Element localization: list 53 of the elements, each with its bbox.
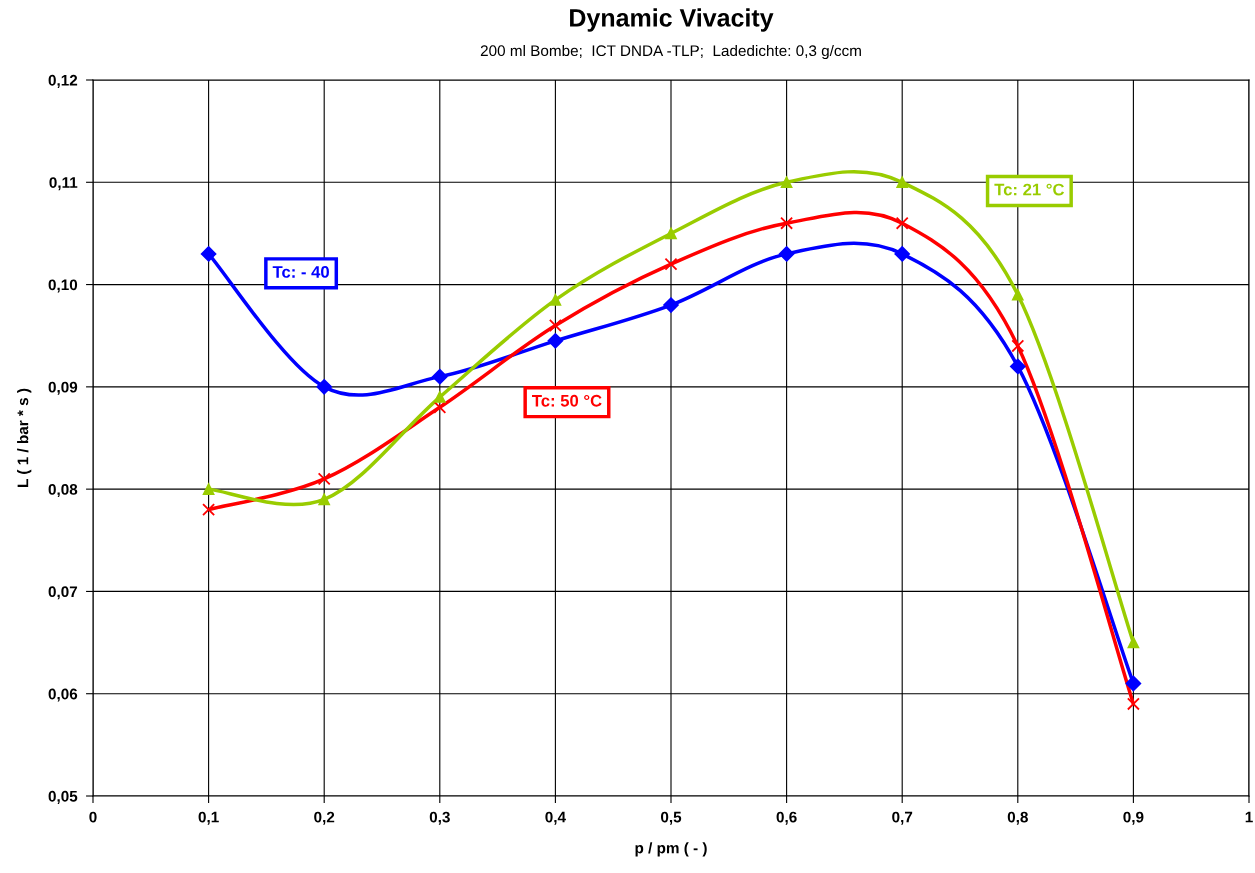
x-tick-label: 1: [1245, 811, 1253, 823]
point: [778, 246, 795, 262]
point: [433, 400, 447, 414]
point: [548, 319, 562, 332]
point: [895, 216, 909, 230]
point: [1010, 358, 1026, 375]
point: [318, 493, 330, 506]
x-tick-label: 0,2: [314, 811, 335, 825]
x-tick-label: 0,3: [429, 811, 450, 825]
text: Tc: - 40: [272, 265, 329, 278]
point: [896, 176, 908, 189]
point: [202, 503, 216, 517]
x-tick-label: 0,7: [892, 811, 913, 825]
point: [780, 176, 793, 189]
point: [894, 246, 910, 262]
y-tick-label: 0,06: [48, 688, 78, 702]
y-tick-label: 0,10: [48, 279, 78, 293]
point: [1012, 289, 1024, 301]
x-tick-label: 0,8: [1007, 811, 1028, 825]
x-tick-label: 0,9: [1123, 811, 1144, 825]
y-tick-label: 0,11: [49, 177, 78, 191]
text: Tc: 21 °C: [994, 183, 1065, 196]
point: [1127, 636, 1140, 649]
point: [549, 294, 562, 306]
y-tick-label: 0,05: [48, 790, 78, 804]
point: [663, 297, 679, 313]
point: [1126, 697, 1140, 711]
y-tick-label: 0,08: [48, 484, 78, 498]
point: [665, 227, 677, 240]
point: [1125, 675, 1142, 692]
y-tick-label: 0,09: [48, 381, 78, 395]
y-axis-title: L ( 1 / bar * s ): [17, 388, 32, 487]
point: [547, 333, 564, 349]
point: [316, 379, 332, 395]
y-tick-label: 0,07: [48, 586, 78, 600]
point: [434, 391, 446, 403]
x-tick-label: 0,4: [545, 811, 566, 825]
point: [1011, 339, 1025, 353]
point: [202, 483, 215, 495]
x-tick-label: 0,6: [776, 811, 797, 825]
point: [317, 472, 331, 486]
point: [664, 257, 678, 271]
x-axis-title: p / pm ( - ): [635, 842, 707, 857]
x-tick-label: 0,5: [660, 811, 682, 825]
x-tick-label: 0: [89, 811, 97, 823]
text: Tc: 50 °C: [532, 394, 602, 407]
chart-subtitle: 200 ml Bombe; ICT DNDA -TLP; Ladedichte: 0,3 g/ccm: [480, 44, 861, 60]
chart-title: Dynamic Vivacity: [570, 8, 774, 32]
point: [200, 246, 217, 262]
point: [780, 216, 794, 230]
point: [432, 368, 448, 385]
y-tick-label: 0,12: [48, 74, 78, 88]
x-tick-label: 0,1: [198, 811, 219, 825]
